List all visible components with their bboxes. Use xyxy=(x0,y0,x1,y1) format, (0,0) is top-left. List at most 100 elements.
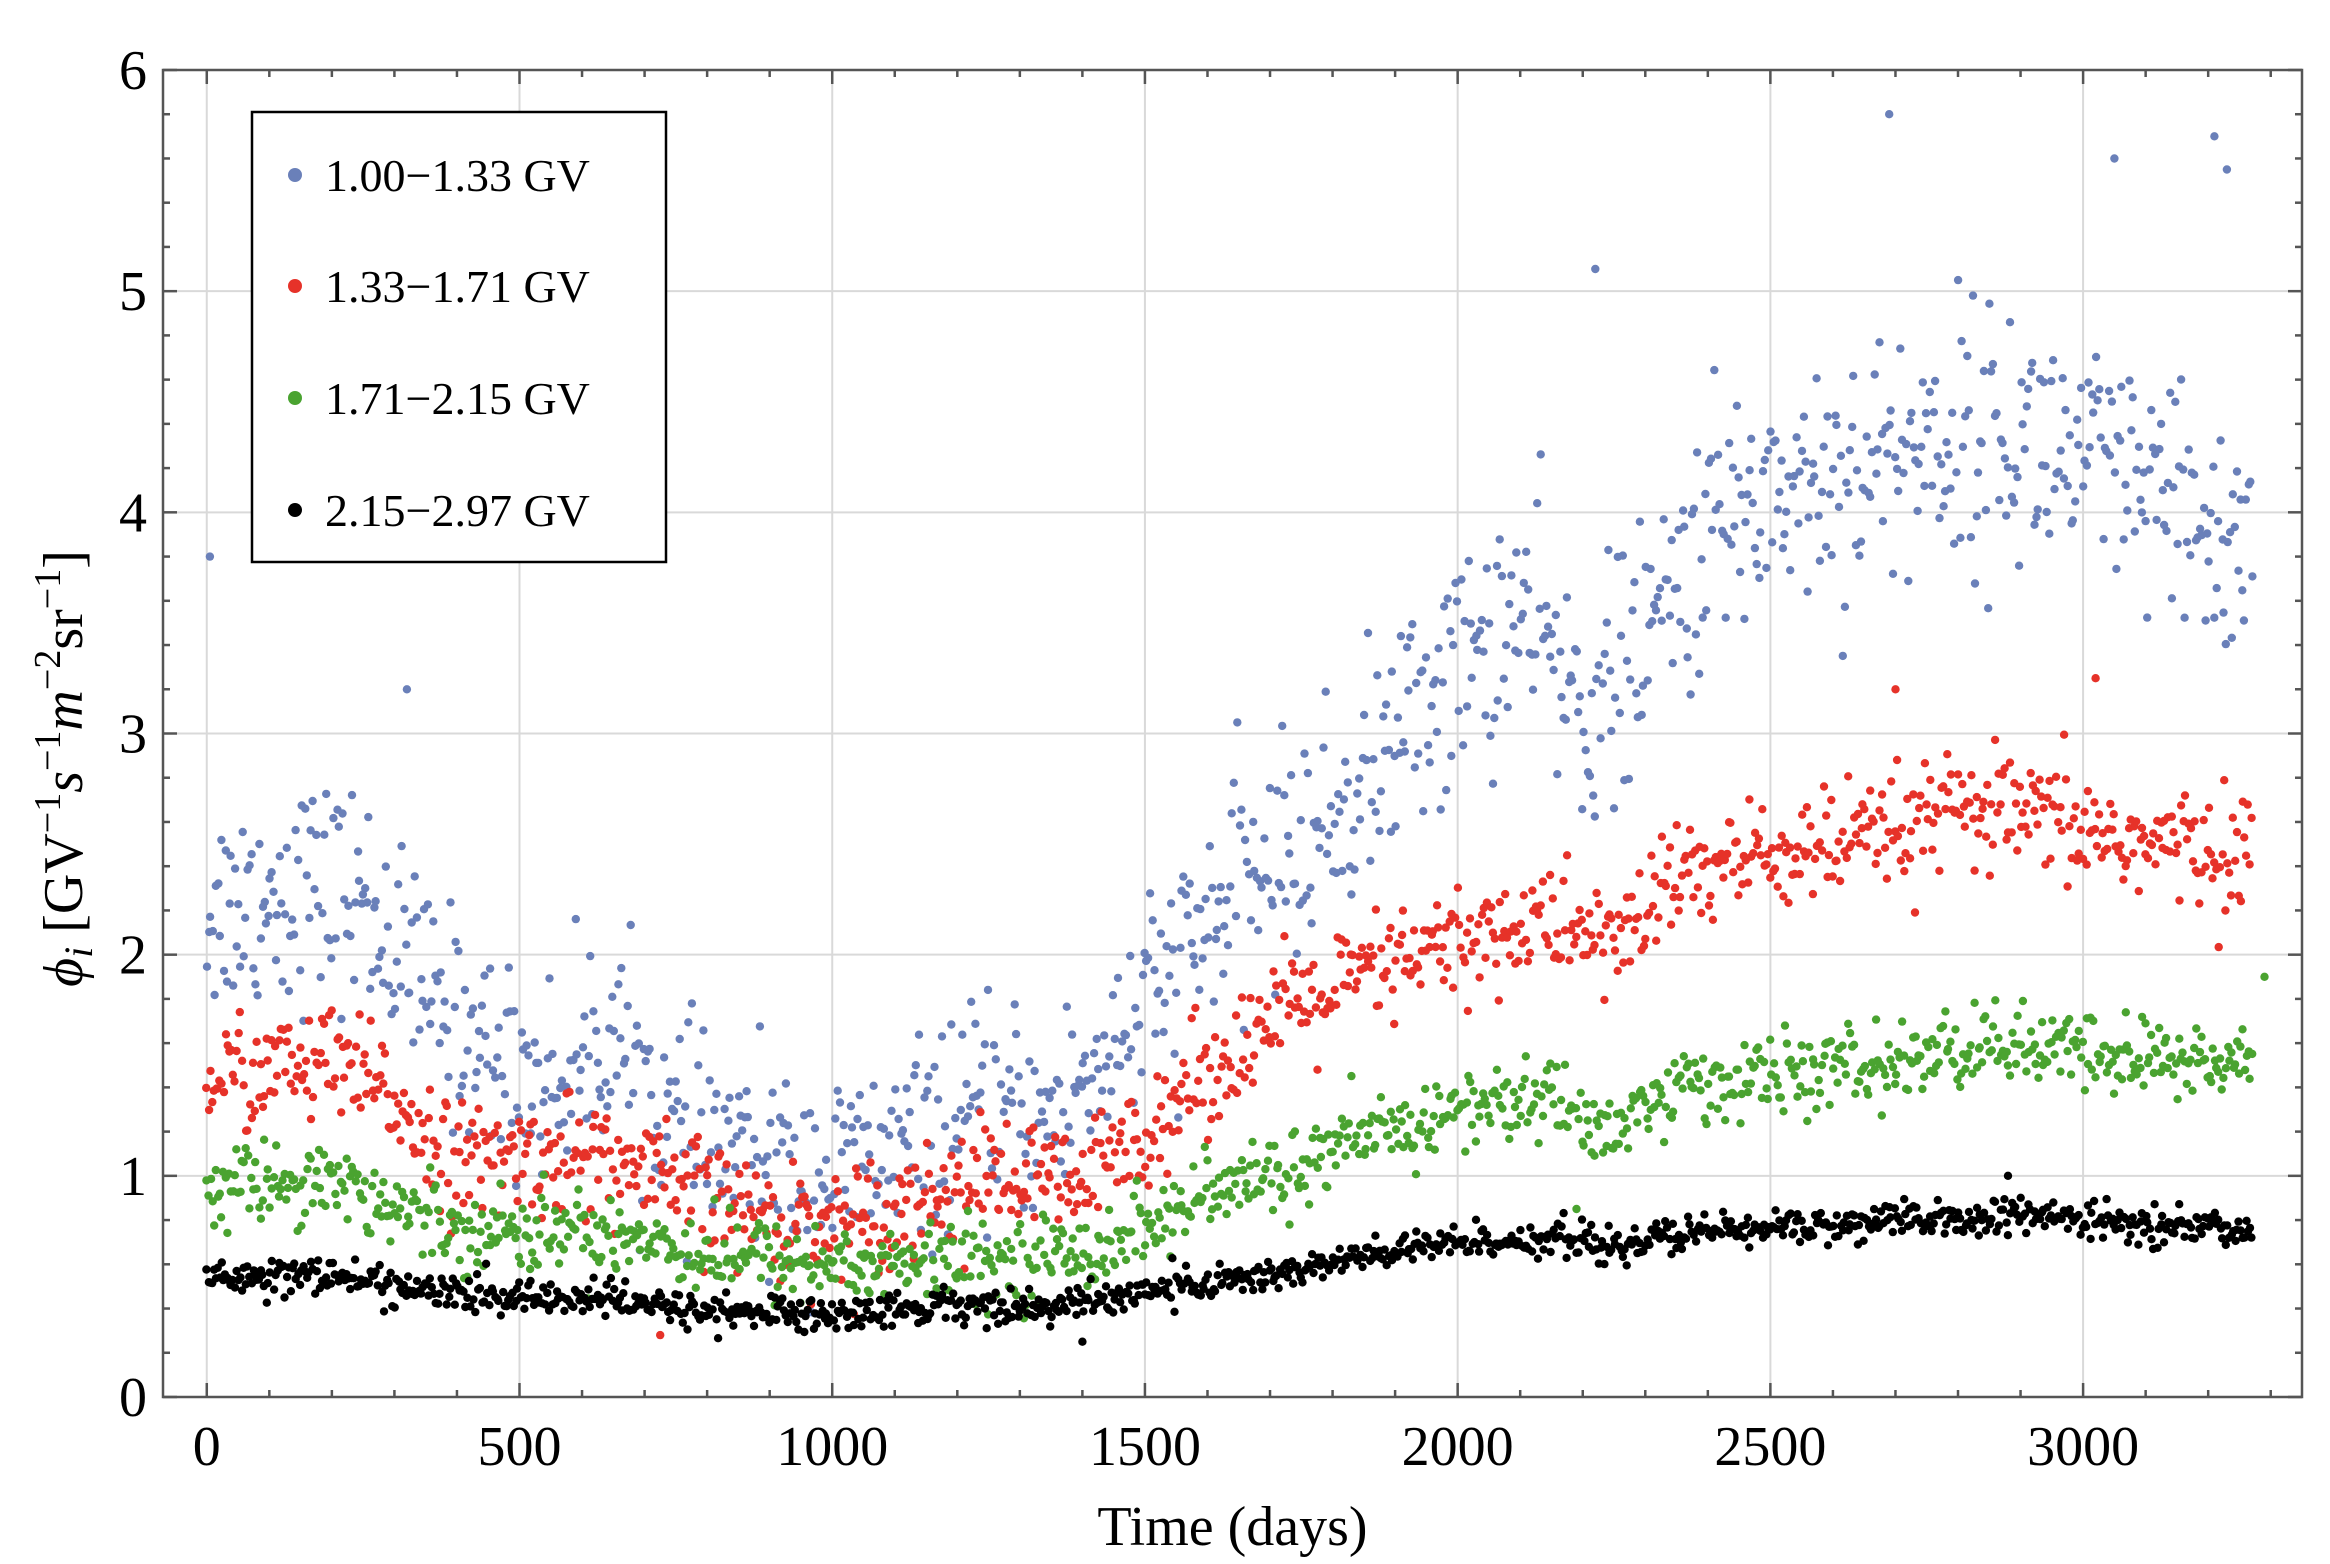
data-point xyxy=(1319,743,1328,752)
data-point xyxy=(1891,453,1900,462)
data-point xyxy=(1815,556,1825,565)
data-point xyxy=(2109,810,2118,819)
data-point xyxy=(2074,1026,2083,1036)
data-point xyxy=(217,835,226,845)
data-point xyxy=(1019,1203,1028,1212)
data-point xyxy=(237,1286,247,1295)
data-point xyxy=(1549,1100,1558,1109)
legend-marker-series-2 xyxy=(288,279,302,293)
data-point xyxy=(1681,1234,1691,1243)
data-point xyxy=(1376,1093,1386,1102)
data-point xyxy=(1212,925,1222,935)
data-point xyxy=(356,1103,365,1112)
data-point xyxy=(412,913,422,922)
data-point xyxy=(2143,613,2152,622)
data-point xyxy=(2031,1059,2040,1069)
legend-box xyxy=(250,110,668,564)
data-point xyxy=(1421,1084,1430,1094)
data-point xyxy=(1380,973,1389,983)
data-point xyxy=(1064,1198,1073,1207)
data-point xyxy=(690,1171,699,1180)
data-point xyxy=(1912,1203,1921,1212)
data-point xyxy=(275,1036,284,1045)
data-point xyxy=(1853,809,1863,819)
data-point xyxy=(2158,486,2167,495)
data-point xyxy=(1419,807,1428,816)
data-point xyxy=(972,1153,982,1163)
y-label-open: [GV xyxy=(33,833,95,947)
data-point xyxy=(1559,876,1568,886)
data-point xyxy=(1514,956,1523,966)
data-point xyxy=(2206,508,2215,518)
data-point xyxy=(957,1237,967,1246)
data-point xyxy=(494,1023,503,1032)
data-point xyxy=(656,1160,666,1170)
data-point xyxy=(1877,1111,1887,1120)
data-point xyxy=(2026,768,2035,778)
data-point xyxy=(1460,958,1470,967)
data-point xyxy=(1613,1230,1623,1240)
data-point xyxy=(1315,843,1324,853)
data-point xyxy=(2043,793,2052,802)
data-point xyxy=(347,1059,356,1068)
data-point xyxy=(2219,608,2228,617)
data-point xyxy=(537,1193,546,1203)
data-point xyxy=(1259,1174,1268,1183)
data-point xyxy=(1512,927,1521,936)
data-point xyxy=(1592,888,1601,898)
data-point xyxy=(585,1237,594,1247)
data-point xyxy=(545,974,554,983)
data-point xyxy=(1068,1234,1077,1243)
data-point xyxy=(2002,1218,2011,1227)
data-point xyxy=(703,1171,712,1180)
data-point xyxy=(1655,584,1665,593)
data-point xyxy=(2020,445,2029,454)
data-point xyxy=(1208,883,1217,893)
data-point xyxy=(1793,1092,1802,1101)
data-point xyxy=(621,1158,630,1168)
data-point xyxy=(791,1219,800,1229)
data-point xyxy=(2167,1052,2176,1061)
data-point xyxy=(2033,505,2042,514)
data-point xyxy=(724,1116,733,1125)
data-point xyxy=(2176,801,2186,810)
data-point xyxy=(2155,1023,2164,1033)
data-point xyxy=(753,1225,763,1235)
data-point xyxy=(1670,1059,1679,1068)
data-point xyxy=(2116,436,2125,445)
data-point xyxy=(2119,535,2128,544)
data-point xyxy=(1983,780,1992,790)
data-point xyxy=(1481,711,1490,720)
data-point xyxy=(1458,741,1468,750)
data-point xyxy=(2005,1071,2015,1080)
data-point xyxy=(2105,451,2115,460)
data-point xyxy=(1125,1171,1134,1181)
data-point xyxy=(900,1310,910,1319)
data-point xyxy=(660,1183,669,1192)
data-point xyxy=(267,868,276,877)
data-point xyxy=(1740,1233,1749,1242)
y-label-m: m xyxy=(33,690,95,730)
data-point xyxy=(1897,823,1907,833)
data-point xyxy=(1995,495,2004,505)
data-point xyxy=(1110,1260,1120,1270)
data-point xyxy=(1546,652,1555,661)
data-point xyxy=(2116,841,2125,850)
data-point xyxy=(1845,1028,1855,1038)
data-point xyxy=(1930,1069,1939,1078)
data-point xyxy=(572,1050,581,1059)
data-point xyxy=(1849,371,1858,381)
data-point xyxy=(2157,1211,2167,1221)
data-point xyxy=(1826,1037,1836,1046)
data-point xyxy=(238,827,247,837)
data-point xyxy=(425,1274,434,1283)
data-point xyxy=(898,1126,908,1135)
data-point xyxy=(1575,905,1584,915)
data-point xyxy=(1620,1113,1629,1123)
data-point xyxy=(460,985,470,995)
data-point xyxy=(1907,408,1916,418)
data-point xyxy=(1336,950,1345,959)
data-point xyxy=(1979,366,1989,376)
data-point xyxy=(377,946,387,955)
data-point xyxy=(1268,901,1277,910)
